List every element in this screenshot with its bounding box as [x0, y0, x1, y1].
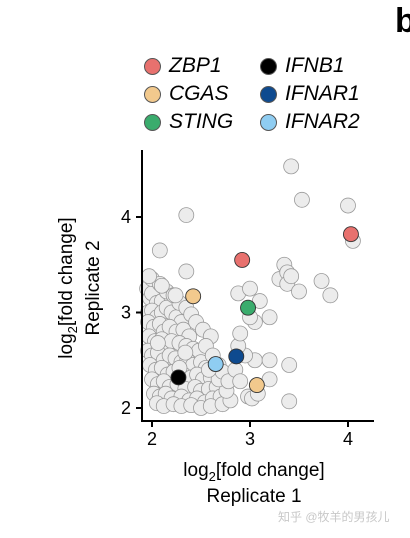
background-point-129 — [291, 283, 307, 300]
background-point-134 — [340, 197, 356, 214]
legend-swatch-sting — [144, 113, 161, 131]
y-axis-title: log2[fold change] — [56, 217, 80, 358]
y-tick-label-4: 4 — [121, 207, 131, 227]
background-point-99 — [149, 335, 166, 351]
legend-item-ifnb1: IFNB1 — [260, 54, 345, 78]
highlight-point-cgas-1 — [185, 288, 202, 305]
background-point-106 — [167, 287, 184, 304]
highlight-point-ifnb1-3 — [170, 369, 187, 386]
axes: 2 3 4 2 3 4 — [121, 150, 374, 449]
y-axis-title-group: log2[fold change] Replicate 2 — [56, 217, 104, 358]
background-point-121 — [242, 280, 258, 297]
y-axis-title-text: [fold change] — [56, 217, 77, 326]
x-axis-log-subscript: 2 — [209, 469, 216, 484]
y-tick-label-2: 2 — [121, 398, 131, 418]
watermark: 知乎 @牧羊的男孩儿 — [278, 510, 390, 524]
highlight-point-zbp1-0 — [234, 252, 251, 268]
background-point-105 — [178, 263, 195, 280]
highlight-point-cgas-7 — [248, 377, 265, 394]
y-tick-label-3: 3 — [121, 303, 131, 323]
x-tick-label-4: 4 — [343, 429, 353, 449]
data-points — [139, 158, 361, 416]
x-axis-log-prefix: log — [183, 460, 208, 481]
highlight-point-zbp1-6 — [342, 226, 359, 243]
y-axis-title-line2: Replicate 2 — [83, 240, 104, 335]
background-point-86 — [141, 268, 157, 285]
legend-swatch-ifnar2 — [260, 113, 277, 131]
background-point-138 — [261, 352, 278, 369]
panel-letter: b — [395, 2, 410, 40]
highlight-point-sting-2 — [240, 299, 256, 316]
y-axis-log-subscript: 2 — [65, 326, 80, 333]
background-point-136 — [281, 357, 298, 373]
background-point-128 — [283, 268, 300, 285]
background-point-137 — [281, 393, 298, 410]
legend-label-ifnar2: IFNAR2 — [285, 110, 360, 133]
background-point-130 — [313, 273, 330, 289]
legend-item-ifnar1: IFNAR1 — [260, 82, 360, 106]
legend-swatch-ifnb1 — [260, 57, 277, 75]
legend-label-ifnb1: IFNB1 — [285, 54, 345, 77]
x-axis-title: log2[fold change] — [183, 460, 324, 484]
legend-item-zbp1: ZBP1 — [144, 54, 222, 78]
x-axis-title-text: [fold change] — [216, 460, 325, 481]
background-point-117 — [232, 325, 249, 342]
legend-swatch-cgas — [144, 85, 161, 103]
legend-label-zbp1: ZBP1 — [169, 54, 222, 77]
background-point-123 — [261, 309, 278, 326]
legend-item-cgas: CGAS — [144, 82, 229, 106]
background-point-100 — [177, 344, 194, 361]
background-point-109 — [232, 373, 249, 390]
legend-item-sting: STING — [144, 110, 233, 134]
x-axis-title-line2: Replicate 1 — [206, 486, 301, 507]
background-point-98 — [153, 277, 170, 294]
legend-label-ifnar1: IFNAR1 — [285, 82, 360, 105]
legend-item-ifnar2: IFNAR2 — [260, 110, 360, 134]
highlight-point-ifnar2-5 — [207, 356, 224, 373]
x-tick-label-3: 3 — [245, 429, 255, 449]
legend-swatch-ifnar1 — [260, 85, 277, 103]
background-point-133 — [294, 191, 310, 208]
background-point-131 — [322, 287, 339, 304]
legend-label-sting: STING — [169, 110, 234, 133]
y-axis-log-prefix: log — [56, 333, 77, 358]
background-point-132 — [283, 158, 300, 175]
legend-label-cgas: CGAS — [169, 82, 229, 105]
background-point-103 — [151, 242, 168, 259]
background-point-104 — [178, 207, 195, 223]
legend-swatch-zbp1 — [144, 57, 161, 75]
x-tick-label-2: 2 — [147, 429, 157, 449]
highlight-point-ifnar1-4 — [228, 348, 245, 365]
